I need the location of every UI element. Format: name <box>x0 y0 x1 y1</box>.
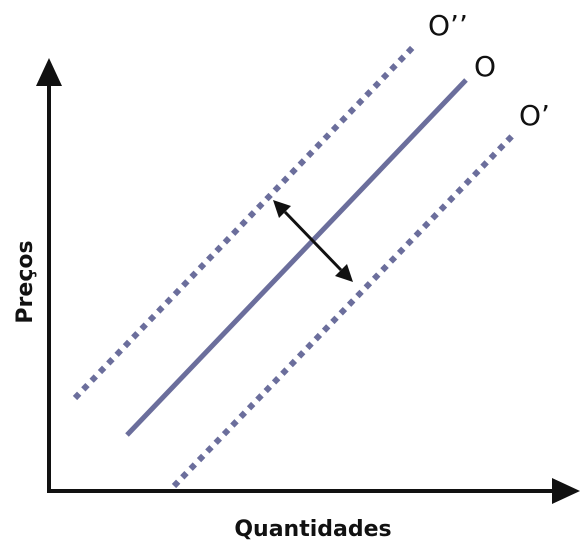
shift-arrow-icon <box>273 200 353 282</box>
x-axis-arrowhead <box>552 478 580 504</box>
curve-o <box>125 78 468 437</box>
y-axis-arrowhead <box>36 58 62 86</box>
curve-o-label: O <box>474 50 496 83</box>
y-axis-label: Preços <box>13 240 38 323</box>
curve-o-prime <box>171 130 518 489</box>
curve-o-prime-label: O’ <box>519 99 550 132</box>
curve-o-dblprime <box>72 41 419 401</box>
curve-o-dblprime-label: O’’ <box>428 9 468 42</box>
x-axis-label: Quantidades <box>234 517 391 542</box>
